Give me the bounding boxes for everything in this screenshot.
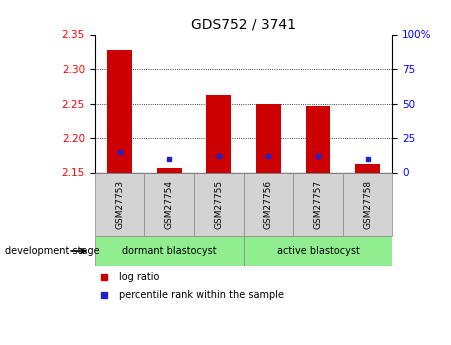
Bar: [256, 104, 281, 172]
Bar: [107, 50, 132, 172]
Text: percentile rank within the sample: percentile rank within the sample: [119, 290, 284, 300]
Bar: [306, 106, 330, 172]
Bar: [156, 168, 181, 172]
Text: dormant blastocyst: dormant blastocyst: [122, 246, 216, 256]
Text: log ratio: log ratio: [119, 272, 159, 282]
Bar: [194, 172, 244, 236]
Text: GSM27758: GSM27758: [363, 180, 372, 229]
Text: GSM27754: GSM27754: [165, 180, 174, 229]
Title: GDS752 / 3741: GDS752 / 3741: [191, 18, 296, 32]
Text: active blastocyst: active blastocyst: [276, 246, 359, 256]
Text: GSM27753: GSM27753: [115, 180, 124, 229]
Bar: [244, 236, 392, 266]
Text: GSM27756: GSM27756: [264, 180, 273, 229]
Bar: [206, 95, 231, 172]
Bar: [244, 172, 293, 236]
Bar: [144, 172, 194, 236]
Bar: [343, 172, 392, 236]
Text: development stage: development stage: [5, 246, 99, 256]
Text: GSM27757: GSM27757: [313, 180, 322, 229]
Bar: [355, 164, 380, 172]
Bar: [293, 172, 343, 236]
Bar: [95, 236, 244, 266]
Bar: [95, 172, 144, 236]
Text: GSM27755: GSM27755: [214, 180, 223, 229]
